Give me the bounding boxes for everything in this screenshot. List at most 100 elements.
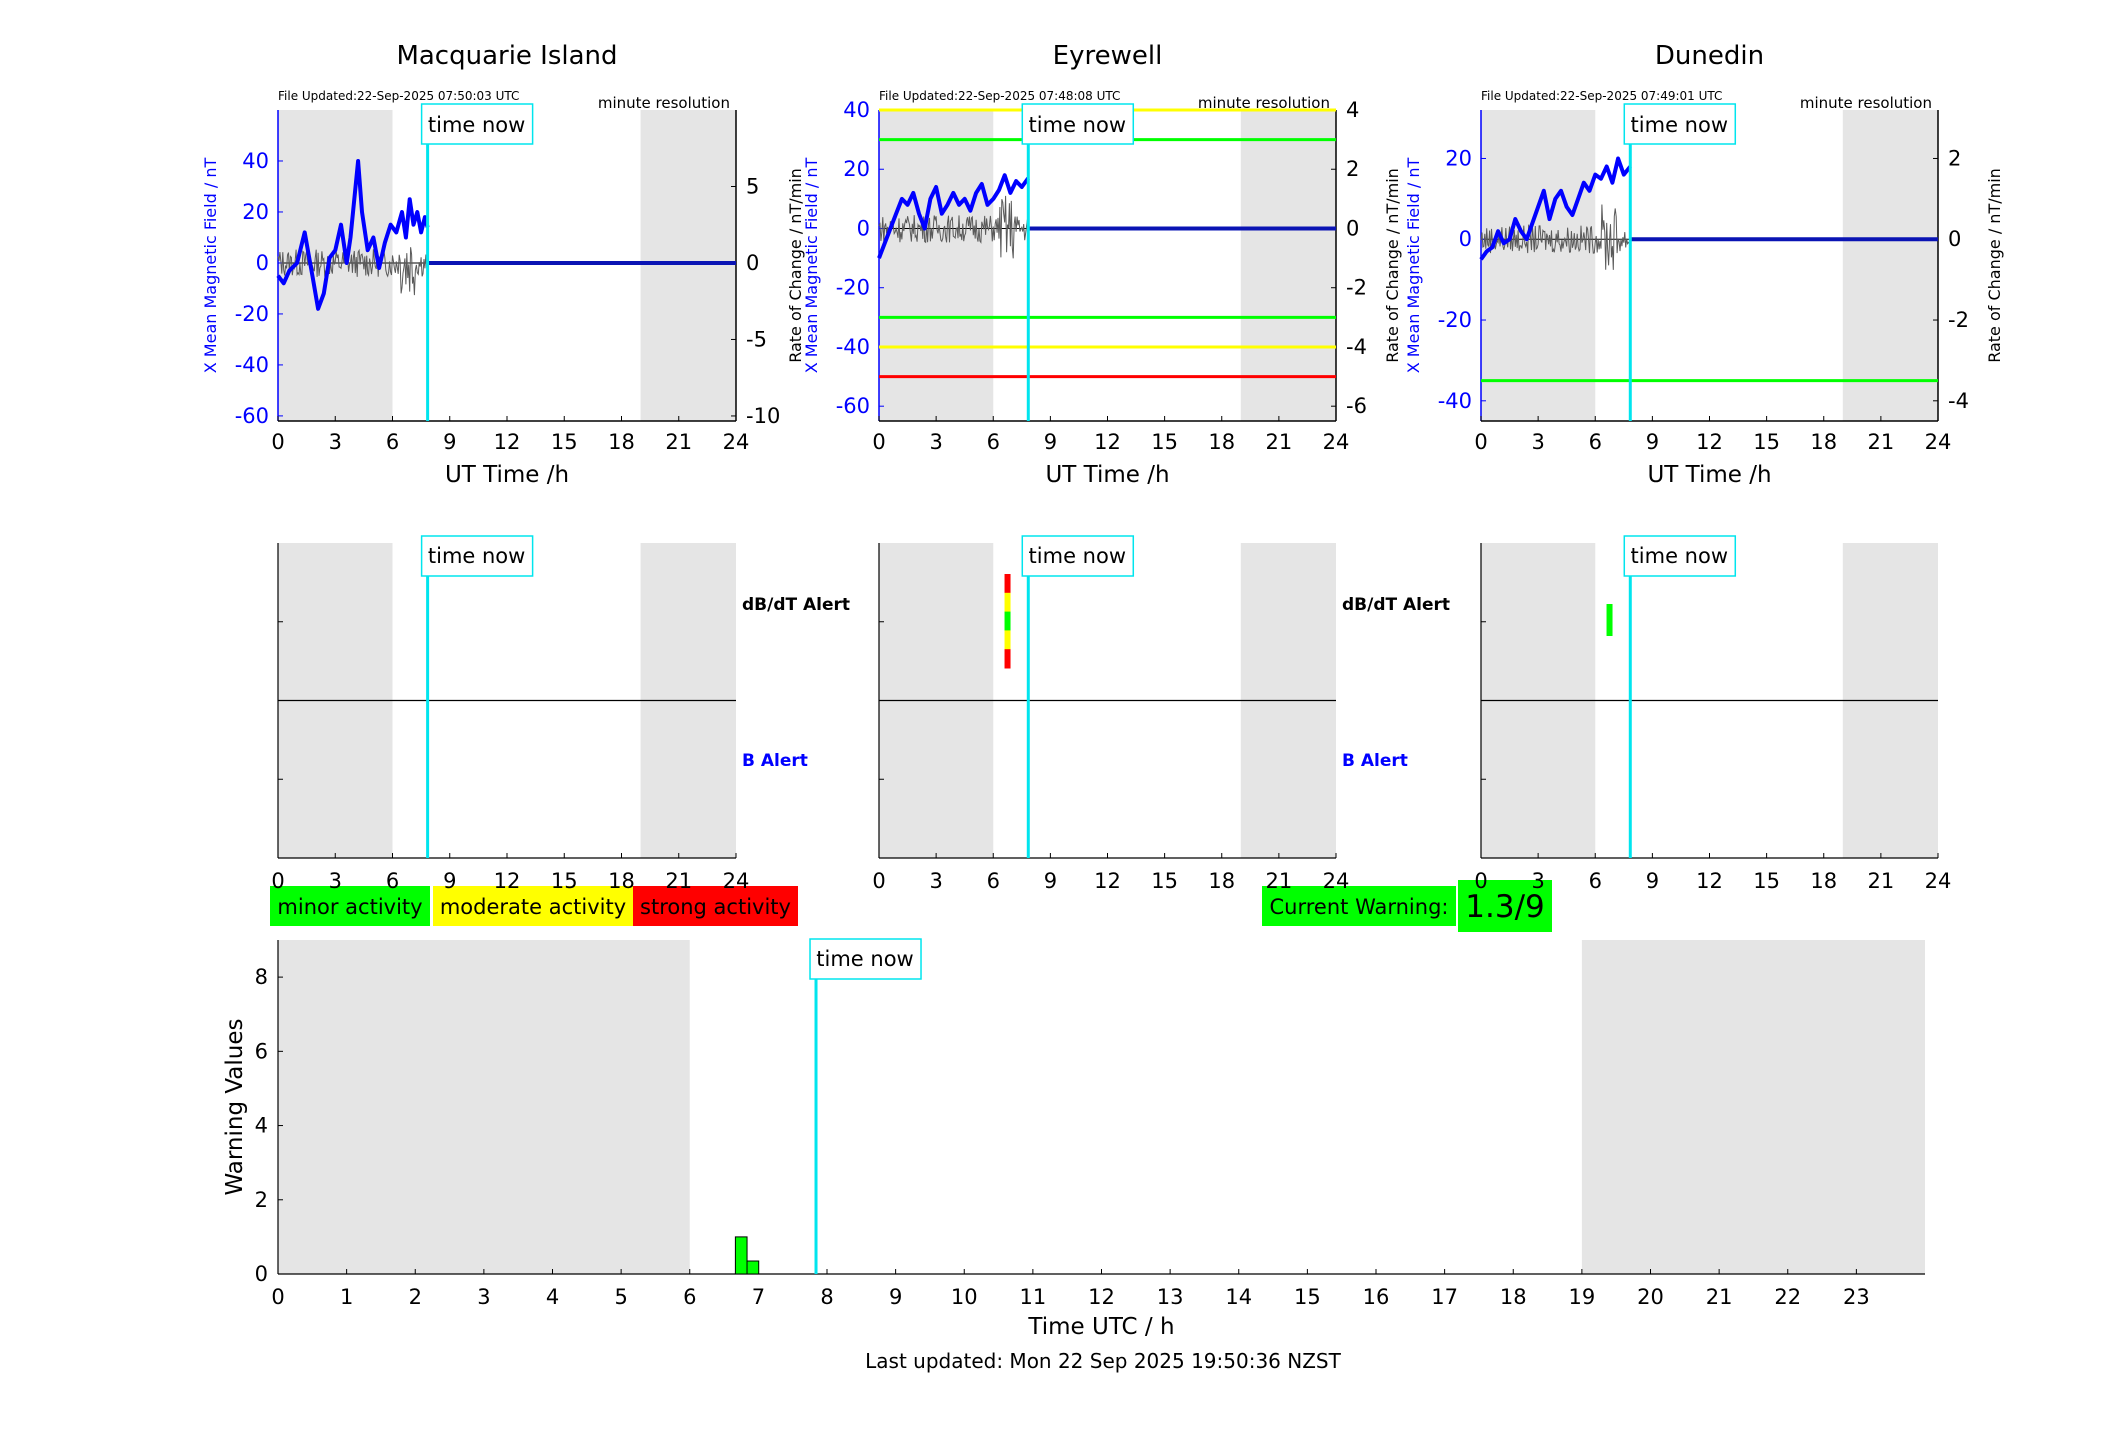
x-tick-label: 21 (1266, 430, 1293, 454)
time-now-box (1623, 535, 1737, 577)
warning-bar (746, 1260, 760, 1275)
rate-of-change-trace (878, 195, 1028, 259)
x-tick-label: 6 (386, 430, 399, 454)
night-band (1481, 110, 1596, 421)
dbdt-alert-bar (1004, 630, 1011, 650)
x-tick-label: 14 (1225, 1285, 1252, 1309)
night-band (1842, 110, 1938, 421)
x-axis-label: UT Time /h (1647, 462, 1771, 488)
legend-minor-box (270, 886, 430, 926)
legend-minor-label: minor activity (277, 895, 422, 919)
y-left-axis-label: X Mean Magnetic Field / nT (1404, 158, 1423, 374)
x-tick-label: 0 (1474, 430, 1487, 454)
x-tick-label: 18 (608, 430, 635, 454)
y-tick-label: 2 (255, 1188, 268, 1212)
y-right-tick-label: 4 (1346, 98, 1359, 122)
panel-title: Macquarie Island (396, 41, 617, 71)
x-tick-label: 12 (494, 869, 521, 893)
x-tick-label: 3 (1531, 430, 1544, 454)
x-tick-label: 22 (1774, 1285, 1801, 1309)
x-tick-label: 3 (929, 430, 942, 454)
dbdt-alert-bar (1004, 649, 1011, 669)
x-tick-label: 3 (1531, 869, 1544, 893)
x-tick-label: 6 (1589, 869, 1602, 893)
y-right-tick-label: 2 (1948, 146, 1961, 170)
x-tick-label: 2 (409, 1285, 422, 1309)
x-tick-label: 18 (1810, 430, 1837, 454)
x-tick-label: 11 (1020, 1285, 1047, 1309)
x-tick-label: 3 (329, 430, 342, 454)
x-tick-label: 12 (1094, 430, 1121, 454)
magnetic-field-line (1479, 156, 1632, 261)
y-right-tick-label: -4 (1346, 335, 1367, 359)
x-tick-label: 24 (1925, 430, 1952, 454)
x-tick-label: 15 (1294, 1285, 1321, 1309)
x-tick-label: 18 (1810, 869, 1837, 893)
night-band (1240, 110, 1336, 421)
x-tick-label: 6 (987, 430, 1000, 454)
legend-moderate-box (433, 886, 633, 926)
time-now-box (420, 535, 534, 577)
y-tick-label: 0 (255, 1262, 268, 1286)
x-tick-label: 12 (1696, 430, 1723, 454)
x-tick-label: 6 (386, 869, 399, 893)
x-tick-label: 0 (1474, 869, 1487, 893)
y-left-tick-label: 0 (256, 251, 269, 275)
resolution-text: minute resolution (598, 94, 730, 112)
x-tick-label: 6 (987, 869, 1000, 893)
dbdt-alert-bar (1004, 592, 1011, 613)
y-left-tick-label: 20 (242, 200, 269, 224)
x-tick-label: 15 (1753, 430, 1780, 454)
legend-strong-box (633, 886, 798, 926)
time-now-box (1623, 103, 1737, 145)
x-tick-label: 9 (1646, 869, 1659, 893)
y-right-axis-label: Rate of Change / nT/min (1383, 168, 1402, 363)
warning-bar (734, 1236, 748, 1275)
time-now-label: time now (1029, 113, 1126, 137)
night-band (1581, 940, 1925, 1274)
y-right-tick-label: 5 (746, 174, 759, 198)
x-tick-label: 15 (551, 430, 578, 454)
legend-moderate-label: moderate activity (440, 895, 626, 919)
last-updated-text: Last updated: Mon 22 Sep 2025 19:50:36 N… (865, 1349, 1341, 1373)
time-now-box (809, 938, 922, 980)
night-band (879, 110, 994, 421)
x-tick-label: 20 (1637, 1285, 1664, 1309)
y-left-tick-label: -20 (836, 276, 870, 300)
x-tick-label: 0 (872, 430, 885, 454)
x-tick-label: 24 (1323, 430, 1350, 454)
bottom-y-axis-label: Warning Values (222, 1018, 248, 1195)
y-left-tick-label: 20 (843, 157, 870, 181)
x-tick-label: 24 (723, 869, 750, 893)
y-right-axis-label: Rate of Change / nT/min (1985, 168, 2004, 363)
time-now-label: time now (428, 113, 525, 137)
x-tick-label: 6 (1589, 430, 1602, 454)
x-tick-label: 18 (608, 869, 635, 893)
x-tick-label: 24 (723, 430, 750, 454)
x-tick-label: 21 (1706, 1285, 1733, 1309)
x-tick-label: 18 (1500, 1285, 1527, 1309)
x-tick-label: 13 (1157, 1285, 1184, 1309)
x-tick-label: 1 (340, 1285, 353, 1309)
b-alert-label: B Alert (742, 751, 808, 771)
x-tick-label: 12 (1696, 869, 1723, 893)
x-tick-label: 9 (1646, 430, 1659, 454)
dbdt-alert-label: dB/dT Alert (1342, 595, 1450, 615)
y-left-tick-label: 0 (857, 216, 870, 240)
time-now-label: time now (1631, 113, 1728, 137)
bottom-x-axis-label: Time UTC / h (1027, 1314, 1174, 1340)
y-right-tick-label: -4 (1948, 389, 1969, 413)
y-right-tick-label: 0 (1948, 227, 1961, 251)
x-tick-label: 17 (1431, 1285, 1458, 1309)
x-tick-label: 16 (1363, 1285, 1390, 1309)
x-tick-label: 8 (820, 1285, 833, 1309)
time-now-label: time now (428, 544, 525, 568)
y-tick-label: 6 (255, 1039, 268, 1063)
x-tick-label: 21 (1868, 869, 1895, 893)
panel-title: Eyrewell (1053, 41, 1163, 71)
rate-of-change-trace (277, 247, 428, 296)
x-tick-label: 15 (1151, 430, 1178, 454)
y-left-tick-label: 40 (843, 98, 870, 122)
magnetic-field-line (276, 159, 430, 311)
x-tick-label: 18 (1208, 430, 1235, 454)
